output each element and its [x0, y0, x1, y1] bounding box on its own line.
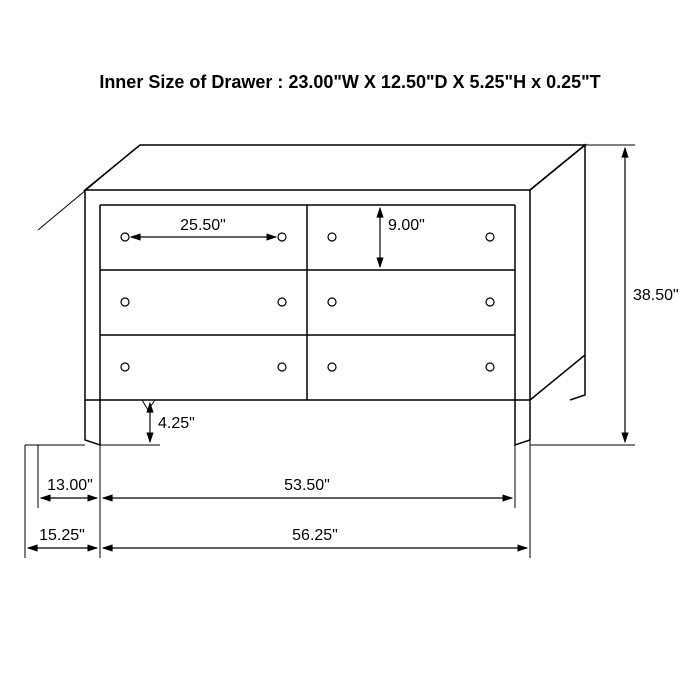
- dim-height-total: 38.50": [530, 145, 679, 445]
- svg-text:4.25": 4.25": [158, 415, 195, 432]
- depth-extension: [38, 145, 140, 230]
- dim-drawer-height: 9.00": [380, 208, 425, 267]
- diagram-svg: 25.50" 9.00" 38.50" 4.25" 13.00" 53.50": [0, 0, 700, 700]
- svg-text:13.00": 13.00": [47, 477, 93, 494]
- svg-text:38.50": 38.50": [633, 287, 679, 304]
- dim-drawer-width: 25.50": [131, 217, 276, 237]
- dim-row1: 13.00" 53.50": [38, 145, 515, 508]
- svg-text:56.25": 56.25": [292, 527, 338, 544]
- svg-text:9.00": 9.00": [388, 217, 425, 234]
- svg-text:25.50": 25.50": [180, 217, 226, 234]
- dim-row2: 15.25" 56.25": [25, 440, 530, 558]
- svg-text:53.50": 53.50": [284, 477, 330, 494]
- dim-leg-height: 4.25": [100, 400, 195, 445]
- svg-text:15.25": 15.25": [39, 527, 85, 544]
